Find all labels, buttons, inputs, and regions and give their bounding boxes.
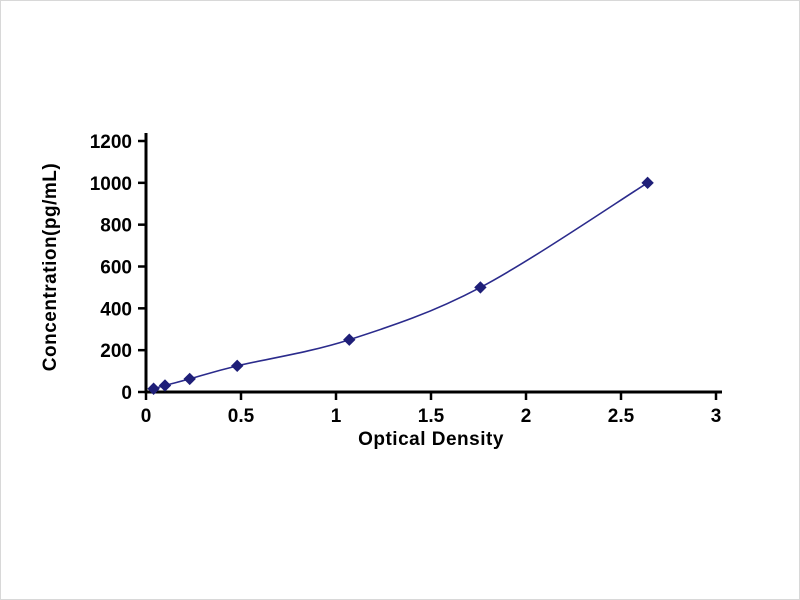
x-axis-title: Optical Density xyxy=(358,429,504,450)
data-point-marker xyxy=(474,281,487,294)
x-tick-label: 0.5 xyxy=(228,406,255,427)
y-tick-label: 400 xyxy=(100,299,132,320)
data-point-marker xyxy=(641,176,654,190)
data-point-marker xyxy=(230,359,244,373)
y-tick-label: 0 xyxy=(121,383,132,404)
data-point-marker xyxy=(147,382,160,395)
y-tick-label: 1200 xyxy=(90,132,132,153)
x-tick-label: 1.5 xyxy=(418,406,445,427)
data-point-marker xyxy=(343,333,356,346)
x-tick-label: 0 xyxy=(141,406,152,427)
y-tick-label: 1000 xyxy=(90,174,132,195)
x-tick-label: 1 xyxy=(331,406,342,427)
y-tick-label: 600 xyxy=(100,258,132,279)
data-point-marker xyxy=(183,372,196,386)
x-tick-label: 2.5 xyxy=(608,406,635,427)
data-point-marker xyxy=(158,379,172,392)
series-curve xyxy=(153,182,649,390)
x-tick-label: 2 xyxy=(521,406,532,427)
y-axis-title: Concentration(pg/mL) xyxy=(40,162,61,372)
y-tick-label: 800 xyxy=(100,216,132,237)
y-tick-label: 200 xyxy=(100,341,132,362)
x-tick-label: 3 xyxy=(711,406,722,427)
